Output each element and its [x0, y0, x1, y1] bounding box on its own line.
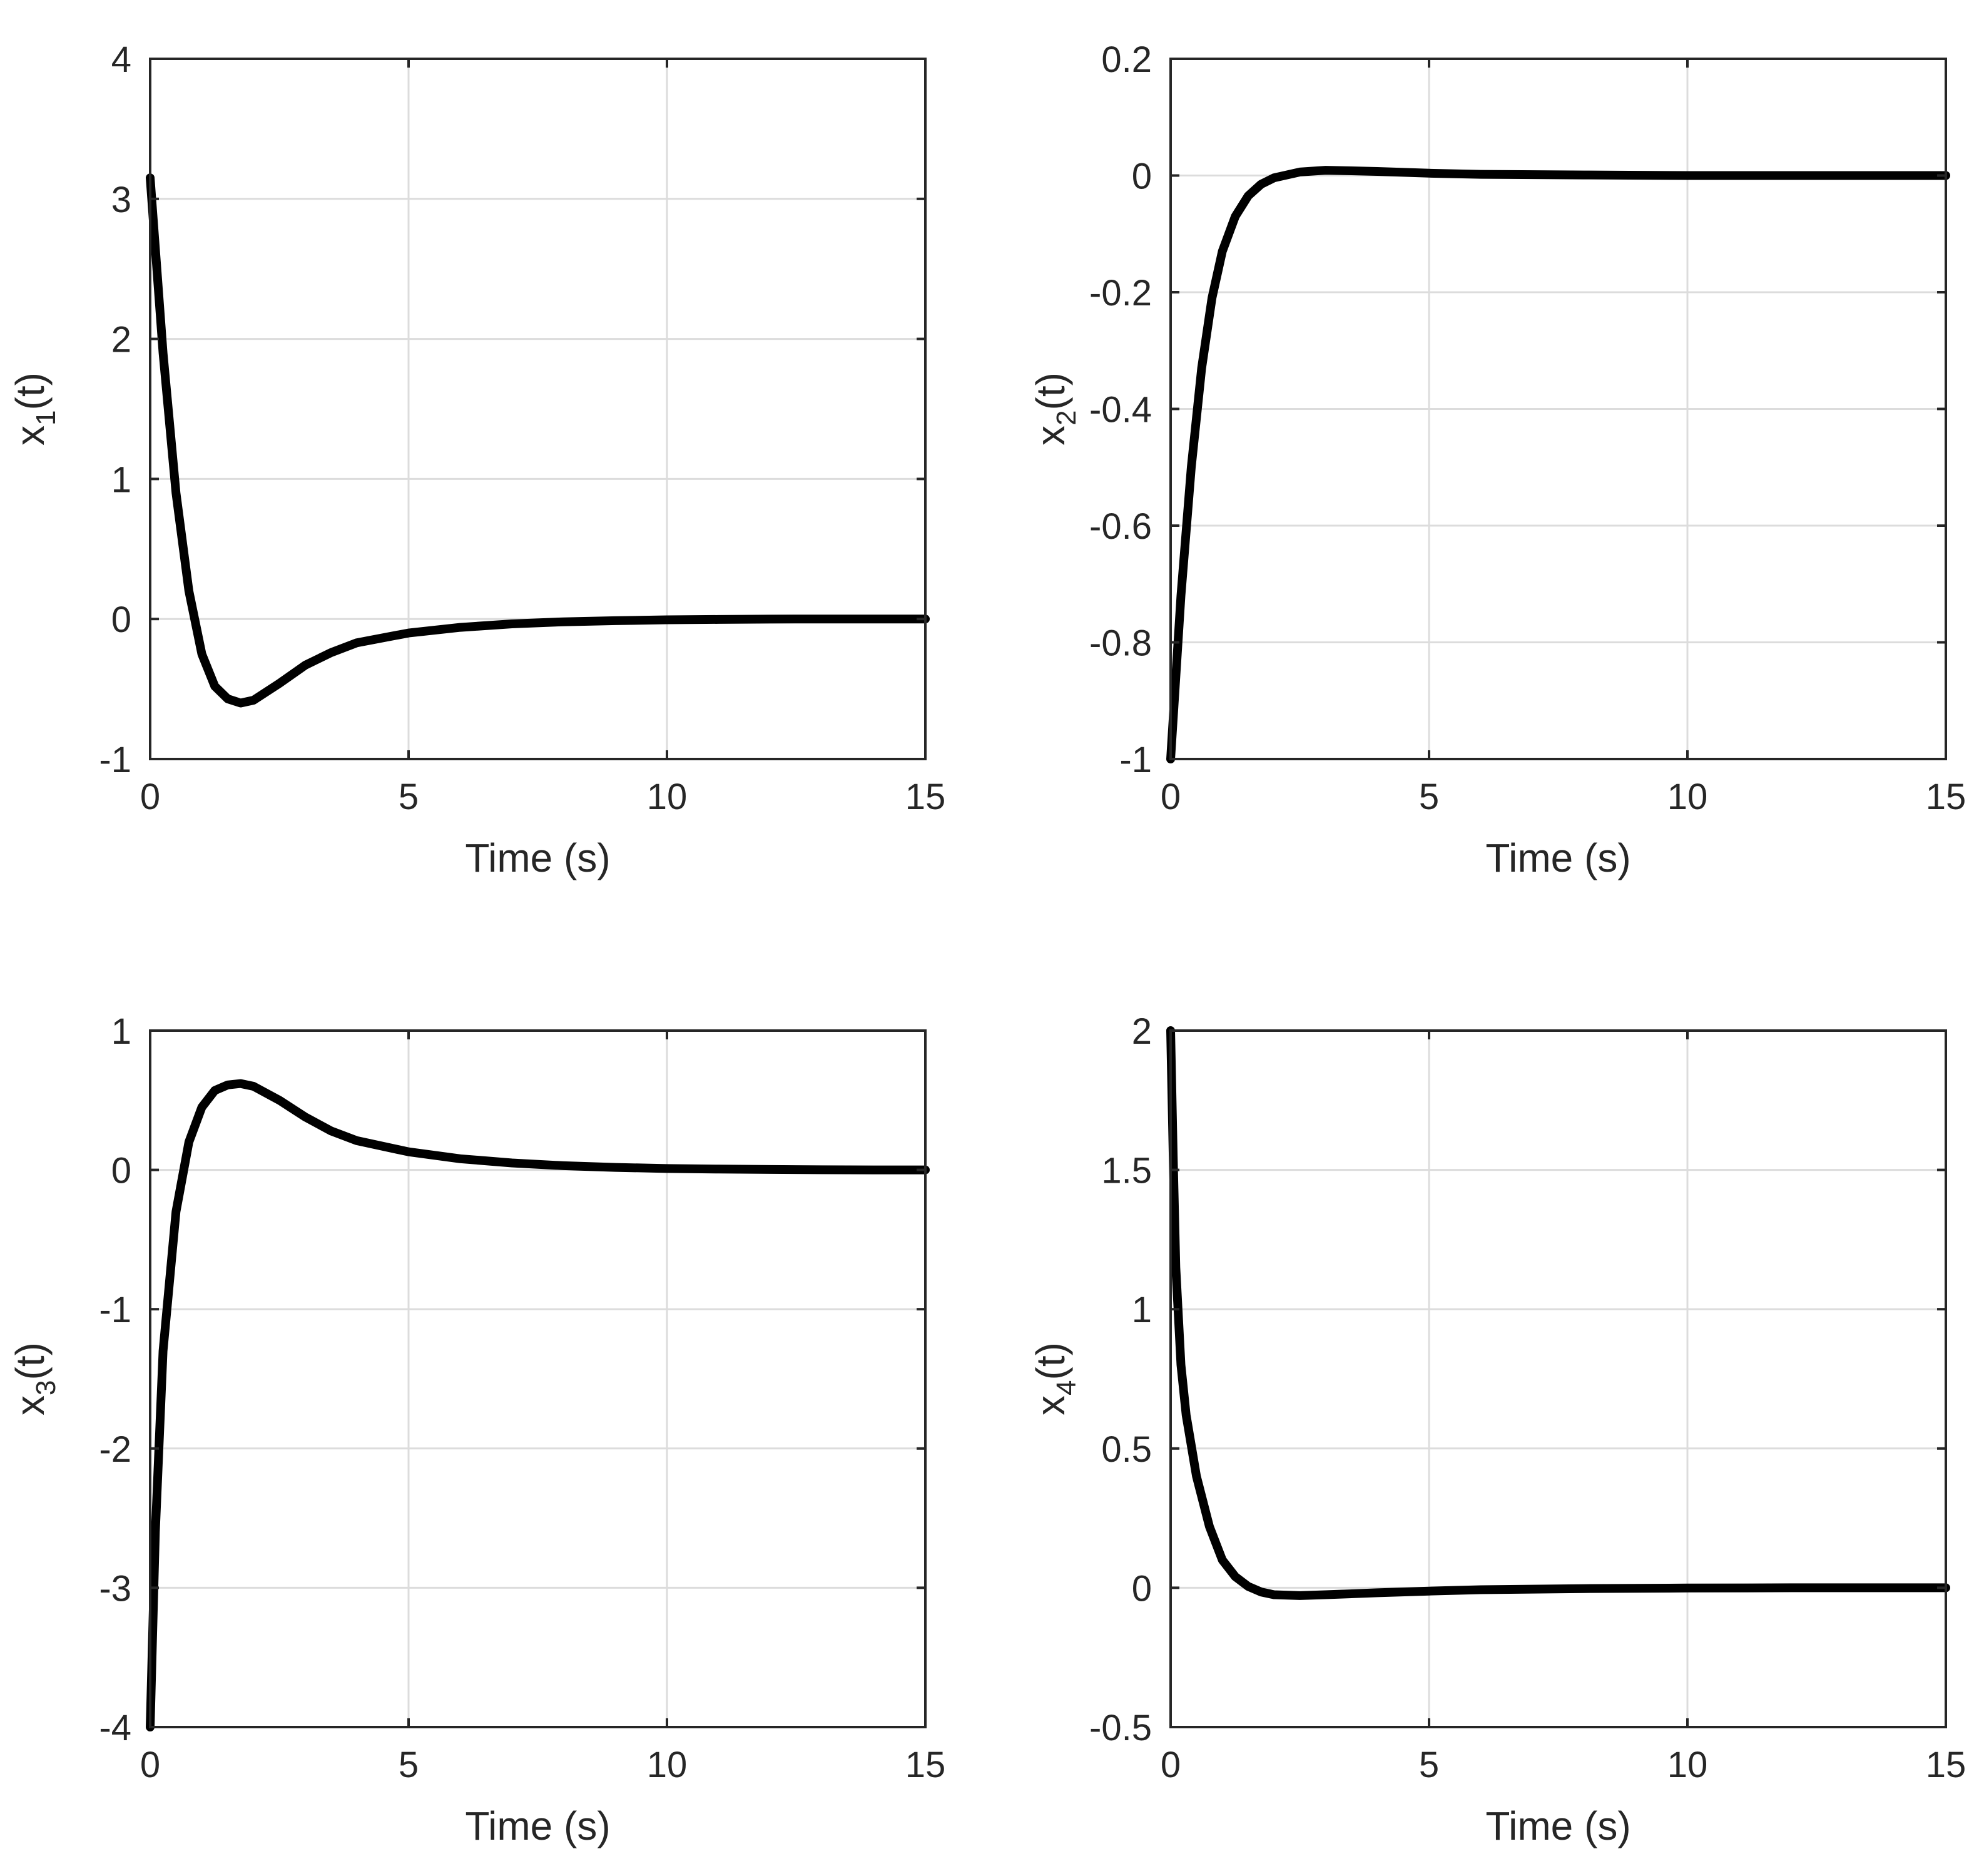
- y-tick-label: -2: [99, 1429, 131, 1470]
- y-tick-label: 4: [111, 39, 131, 80]
- y-axis-label-var: x: [8, 426, 53, 446]
- x-tick-label: 15: [1926, 777, 1966, 817]
- y-axis-label: x2(t): [1028, 372, 1082, 446]
- x-tick-label: 5: [399, 777, 419, 817]
- y-tick-label: -4: [99, 1708, 131, 1748]
- y-axis-label: x4(t): [1028, 1342, 1082, 1415]
- y-axis-label-sub: 2: [1051, 410, 1082, 425]
- y-tick-label: 2: [1132, 1011, 1152, 1052]
- y-axis-label-sub: 4: [1051, 1380, 1082, 1395]
- y-tick-label: 1: [111, 459, 131, 500]
- x-tick-label: 15: [905, 1745, 946, 1785]
- x-axis-label: Time (s): [465, 835, 610, 880]
- x-axis-label: Time (s): [1485, 835, 1630, 880]
- y-tick-label: 0.2: [1101, 39, 1152, 80]
- x-axis-label: Time (s): [1485, 1803, 1630, 1848]
- series-line-x4: [1166, 1026, 1950, 1600]
- axes-box: [149, 58, 927, 760]
- x-tick-label: 5: [1419, 777, 1439, 817]
- y-tick-label: 0: [111, 1151, 131, 1191]
- y-axis-label: x3(t): [8, 1342, 61, 1415]
- y-tick-label: 3: [111, 180, 131, 220]
- y-tick-label: -3: [99, 1568, 131, 1609]
- y-tick-label: 1: [1132, 1290, 1152, 1330]
- y-tick-label: -0.2: [1089, 273, 1152, 314]
- y-axis-label-arg: (t): [8, 372, 53, 410]
- x-tick-label: 0: [1161, 1745, 1181, 1785]
- y-tick-label: 0: [111, 599, 131, 640]
- x-tick-label: 10: [647, 777, 688, 817]
- series-line-x1: [146, 173, 930, 708]
- x-tick-label: 0: [1161, 777, 1181, 817]
- y-tick-label: 0.5: [1101, 1429, 1152, 1470]
- y-tick-label: 0: [1132, 1568, 1152, 1609]
- series-line-x3: [146, 1079, 930, 1731]
- subplot-3: 0 5 10 15 -4 -3 -2 -1 0 1 Time (s) x3(t): [8, 1011, 945, 1848]
- y-tick-label: 0: [1132, 156, 1152, 197]
- y-tick-label: -0.5: [1089, 1708, 1152, 1748]
- y-axis-label-var: x: [1028, 1395, 1073, 1415]
- y-axis-label-var: x: [1028, 426, 1073, 446]
- y-tick-label: -1: [99, 740, 131, 780]
- y-tick-label: -0.6: [1089, 506, 1152, 547]
- x-tick-label: 10: [1667, 1745, 1708, 1785]
- x-tick-label: 5: [1419, 1745, 1439, 1785]
- subplot-2: 0 5 10 15 -1 -0.8 -0.6 -0.4 -0.2 0 0.2 Time (s) x2(t…: [1028, 39, 1966, 880]
- x-tick-label: 10: [647, 1745, 688, 1785]
- y-tick-label: 1.5: [1101, 1151, 1152, 1191]
- y-tick-label: -1: [1119, 740, 1152, 780]
- series-line-x2: [1166, 166, 1950, 763]
- y-tick-label: -0.8: [1089, 623, 1152, 664]
- x-tick-label: 10: [1667, 777, 1708, 817]
- y-axis-label-arg: (t): [1028, 372, 1073, 410]
- x-tick-label: 15: [905, 777, 946, 817]
- y-tick-label: -1: [99, 1290, 131, 1330]
- y-tick-label: -0.4: [1089, 390, 1152, 431]
- x-tick-label: 0: [140, 777, 160, 817]
- x-tick-label: 5: [399, 1745, 419, 1785]
- axes-box: [1169, 1029, 1947, 1728]
- x-tick-label: 0: [140, 1745, 160, 1785]
- y-tick-label: 1: [111, 1011, 131, 1052]
- y-axis-label-var: x: [8, 1395, 53, 1415]
- x-axis-label: Time (s): [465, 1803, 610, 1848]
- x-tick-label: 15: [1926, 1745, 1966, 1785]
- y-axis-label: x1(t): [8, 372, 61, 446]
- axes-box: [149, 1029, 927, 1728]
- y-axis-label-arg: (t): [8, 1342, 53, 1380]
- y-axis-label-arg: (t): [1028, 1342, 1073, 1380]
- y-axis-label-sub: 3: [31, 1380, 61, 1395]
- y-axis-label-sub: 1: [31, 410, 61, 425]
- y-tick-label: 2: [111, 320, 131, 360]
